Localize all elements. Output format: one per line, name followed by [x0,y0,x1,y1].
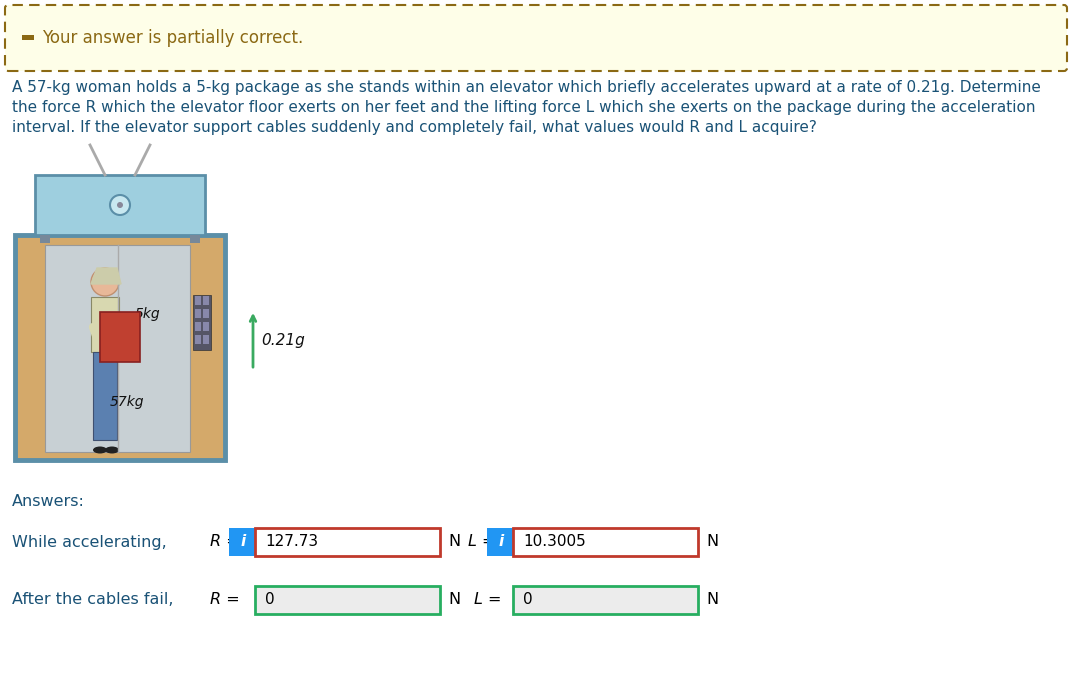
Text: Your answer is partially correct.: Your answer is partially correct. [42,29,303,47]
Bar [45,245,190,452]
Bar [193,295,211,350]
Bar [255,528,440,556]
Bar [195,335,202,344]
Text: N: N [706,535,718,550]
Text: N: N [448,592,460,608]
Text: 127.73: 127.73 [265,535,318,550]
Bar [487,528,513,556]
Text: 10.3005: 10.3005 [523,535,585,550]
Text: Answers:: Answers: [12,494,85,509]
Bar [35,175,205,235]
Text: i: i [498,535,504,550]
Bar [91,297,119,352]
Bar [195,296,202,305]
Bar [255,586,440,614]
Text: 5kg: 5kg [135,307,161,321]
Text: L =: L = [474,592,502,608]
Text: After the cables fail,: After the cables fail, [12,592,174,608]
FancyBboxPatch shape [5,5,1067,71]
Bar [190,235,200,243]
Text: the force R which the elevator floor exerts on her feet and the lifting force L : the force R which the elevator floor exe… [12,100,1036,115]
Ellipse shape [93,447,107,453]
Bar [23,35,34,40]
Text: While accelerating,: While accelerating, [12,535,167,550]
Bar [513,586,698,614]
Bar [203,296,209,305]
Polygon shape [91,268,121,284]
Bar [15,235,225,460]
Ellipse shape [105,447,119,453]
Text: N: N [448,535,460,550]
Text: 0.21g: 0.21g [260,332,304,347]
Circle shape [117,202,123,208]
Text: 57kg: 57kg [110,395,145,409]
Text: i: i [240,535,245,550]
Bar [93,352,117,440]
Text: 0: 0 [265,592,274,608]
Bar [229,528,255,556]
Bar [40,235,50,243]
Text: R =: R = [210,592,240,608]
Bar [195,309,202,318]
Bar [513,528,698,556]
Text: R =: R = [210,535,240,550]
Bar [100,312,140,362]
Bar [203,335,209,344]
Text: 0: 0 [523,592,533,608]
Text: A 57-kg woman holds a 5-kg package as she stands within an elevator which briefl: A 57-kg woman holds a 5-kg package as sh… [12,80,1041,95]
Circle shape [91,268,119,296]
Bar [203,309,209,318]
Text: interval. If the elevator support cables suddenly and completely fail, what valu: interval. If the elevator support cables… [12,120,817,135]
Text: L =: L = [468,535,495,550]
Text: N: N [706,592,718,608]
Bar [195,322,202,331]
Circle shape [110,195,130,215]
Bar [203,322,209,331]
